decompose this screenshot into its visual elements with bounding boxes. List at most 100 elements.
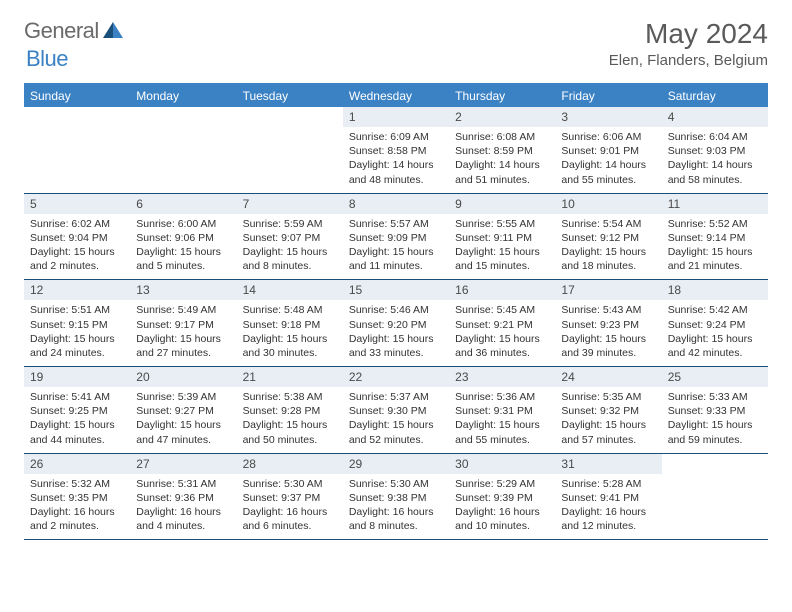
day-cell: 4Sunrise: 6:04 AMSunset: 9:03 PMDaylight… <box>662 107 768 193</box>
day-number: 20 <box>130 367 236 387</box>
day-content: Sunrise: 5:59 AMSunset: 9:07 PMDaylight:… <box>237 214 343 280</box>
day-cell: 9Sunrise: 5:55 AMSunset: 9:11 PMDaylight… <box>449 194 555 280</box>
day-content: Sunrise: 5:48 AMSunset: 9:18 PMDaylight:… <box>237 300 343 366</box>
day-number: 4 <box>662 107 768 127</box>
day-cell: 1Sunrise: 6:09 AMSunset: 8:58 PMDaylight… <box>343 107 449 193</box>
day-content: Sunrise: 6:06 AMSunset: 9:01 PMDaylight:… <box>555 127 661 193</box>
day-cell: 17Sunrise: 5:43 AMSunset: 9:23 PMDayligh… <box>555 280 661 366</box>
location-text: Elen, Flanders, Belgium <box>609 52 768 69</box>
month-title: May 2024 <box>609 18 768 50</box>
day-content: Sunrise: 6:02 AMSunset: 9:04 PMDaylight:… <box>24 214 130 280</box>
day-cell: 16Sunrise: 5:45 AMSunset: 9:21 PMDayligh… <box>449 280 555 366</box>
day-number: 23 <box>449 367 555 387</box>
day-content: Sunrise: 5:32 AMSunset: 9:35 PMDaylight:… <box>24 474 130 540</box>
day-number <box>662 454 768 460</box>
day-number: 14 <box>237 280 343 300</box>
week-row: 1Sunrise: 6:09 AMSunset: 8:58 PMDaylight… <box>24 107 768 194</box>
weekday-header: Wednesday <box>343 85 449 107</box>
logo-blue-wrap: Blue <box>26 46 68 72</box>
day-cell <box>24 107 130 193</box>
day-number: 24 <box>555 367 661 387</box>
day-number: 13 <box>130 280 236 300</box>
day-cell: 27Sunrise: 5:31 AMSunset: 9:36 PMDayligh… <box>130 454 236 540</box>
day-number <box>24 107 130 113</box>
day-cell: 19Sunrise: 5:41 AMSunset: 9:25 PMDayligh… <box>24 367 130 453</box>
day-number: 8 <box>343 194 449 214</box>
day-number: 16 <box>449 280 555 300</box>
day-content: Sunrise: 5:28 AMSunset: 9:41 PMDaylight:… <box>555 474 661 540</box>
day-number: 15 <box>343 280 449 300</box>
day-number <box>130 107 236 113</box>
day-cell: 7Sunrise: 5:59 AMSunset: 9:07 PMDaylight… <box>237 194 343 280</box>
day-content: Sunrise: 5:49 AMSunset: 9:17 PMDaylight:… <box>130 300 236 366</box>
day-content: Sunrise: 6:00 AMSunset: 9:06 PMDaylight:… <box>130 214 236 280</box>
day-cell: 11Sunrise: 5:52 AMSunset: 9:14 PMDayligh… <box>662 194 768 280</box>
logo-text-general: General <box>24 18 99 44</box>
day-cell: 24Sunrise: 5:35 AMSunset: 9:32 PMDayligh… <box>555 367 661 453</box>
day-content: Sunrise: 5:30 AMSunset: 9:38 PMDaylight:… <box>343 474 449 540</box>
day-content: Sunrise: 6:04 AMSunset: 9:03 PMDaylight:… <box>662 127 768 193</box>
weekday-header: Saturday <box>662 85 768 107</box>
day-number: 19 <box>24 367 130 387</box>
page-header: General May 2024 Elen, Flanders, Belgium <box>0 0 792 77</box>
weekday-header-row: SundayMondayTuesdayWednesdayThursdayFrid… <box>24 85 768 107</box>
day-cell: 2Sunrise: 6:08 AMSunset: 8:59 PMDaylight… <box>449 107 555 193</box>
weekday-header: Tuesday <box>237 85 343 107</box>
logo-text-blue: Blue <box>26 46 68 71</box>
day-number: 2 <box>449 107 555 127</box>
day-cell: 13Sunrise: 5:49 AMSunset: 9:17 PMDayligh… <box>130 280 236 366</box>
day-content: Sunrise: 5:54 AMSunset: 9:12 PMDaylight:… <box>555 214 661 280</box>
day-cell: 10Sunrise: 5:54 AMSunset: 9:12 PMDayligh… <box>555 194 661 280</box>
day-number: 6 <box>130 194 236 214</box>
day-number: 27 <box>130 454 236 474</box>
day-cell: 3Sunrise: 6:06 AMSunset: 9:01 PMDaylight… <box>555 107 661 193</box>
day-number: 29 <box>343 454 449 474</box>
day-content: Sunrise: 5:30 AMSunset: 9:37 PMDaylight:… <box>237 474 343 540</box>
day-number: 5 <box>24 194 130 214</box>
calendar: SundayMondayTuesdayWednesdayThursdayFrid… <box>24 83 768 540</box>
day-content: Sunrise: 6:09 AMSunset: 8:58 PMDaylight:… <box>343 127 449 193</box>
day-cell: 12Sunrise: 5:51 AMSunset: 9:15 PMDayligh… <box>24 280 130 366</box>
logo: General <box>24 18 125 44</box>
weeks-container: 1Sunrise: 6:09 AMSunset: 8:58 PMDaylight… <box>24 107 768 540</box>
day-content: Sunrise: 5:37 AMSunset: 9:30 PMDaylight:… <box>343 387 449 453</box>
day-number: 12 <box>24 280 130 300</box>
day-content: Sunrise: 5:33 AMSunset: 9:33 PMDaylight:… <box>662 387 768 453</box>
day-cell: 23Sunrise: 5:36 AMSunset: 9:31 PMDayligh… <box>449 367 555 453</box>
day-content: Sunrise: 5:39 AMSunset: 9:27 PMDaylight:… <box>130 387 236 453</box>
week-row: 12Sunrise: 5:51 AMSunset: 9:15 PMDayligh… <box>24 280 768 367</box>
day-content: Sunrise: 5:42 AMSunset: 9:24 PMDaylight:… <box>662 300 768 366</box>
logo-triangle-icon <box>103 22 123 41</box>
day-cell: 25Sunrise: 5:33 AMSunset: 9:33 PMDayligh… <box>662 367 768 453</box>
day-cell: 22Sunrise: 5:37 AMSunset: 9:30 PMDayligh… <box>343 367 449 453</box>
day-cell: 31Sunrise: 5:28 AMSunset: 9:41 PMDayligh… <box>555 454 661 540</box>
day-cell: 26Sunrise: 5:32 AMSunset: 9:35 PMDayligh… <box>24 454 130 540</box>
day-content: Sunrise: 5:46 AMSunset: 9:20 PMDaylight:… <box>343 300 449 366</box>
week-row: 26Sunrise: 5:32 AMSunset: 9:35 PMDayligh… <box>24 454 768 541</box>
day-number <box>237 107 343 113</box>
day-cell <box>130 107 236 193</box>
title-block: May 2024 Elen, Flanders, Belgium <box>609 18 768 69</box>
day-number: 21 <box>237 367 343 387</box>
weekday-header: Thursday <box>449 85 555 107</box>
day-content: Sunrise: 5:57 AMSunset: 9:09 PMDaylight:… <box>343 214 449 280</box>
day-cell <box>237 107 343 193</box>
day-cell: 21Sunrise: 5:38 AMSunset: 9:28 PMDayligh… <box>237 367 343 453</box>
day-number: 7 <box>237 194 343 214</box>
day-number: 26 <box>24 454 130 474</box>
day-content: Sunrise: 5:31 AMSunset: 9:36 PMDaylight:… <box>130 474 236 540</box>
day-content: Sunrise: 5:52 AMSunset: 9:14 PMDaylight:… <box>662 214 768 280</box>
weekday-header: Sunday <box>24 85 130 107</box>
day-content: Sunrise: 5:45 AMSunset: 9:21 PMDaylight:… <box>449 300 555 366</box>
day-number: 18 <box>662 280 768 300</box>
day-content: Sunrise: 5:36 AMSunset: 9:31 PMDaylight:… <box>449 387 555 453</box>
day-number: 3 <box>555 107 661 127</box>
day-cell: 6Sunrise: 6:00 AMSunset: 9:06 PMDaylight… <box>130 194 236 280</box>
day-content: Sunrise: 5:29 AMSunset: 9:39 PMDaylight:… <box>449 474 555 540</box>
day-content: Sunrise: 5:41 AMSunset: 9:25 PMDaylight:… <box>24 387 130 453</box>
day-content: Sunrise: 5:43 AMSunset: 9:23 PMDaylight:… <box>555 300 661 366</box>
day-content: Sunrise: 5:51 AMSunset: 9:15 PMDaylight:… <box>24 300 130 366</box>
day-content: Sunrise: 6:08 AMSunset: 8:59 PMDaylight:… <box>449 127 555 193</box>
week-row: 19Sunrise: 5:41 AMSunset: 9:25 PMDayligh… <box>24 367 768 454</box>
day-number: 1 <box>343 107 449 127</box>
